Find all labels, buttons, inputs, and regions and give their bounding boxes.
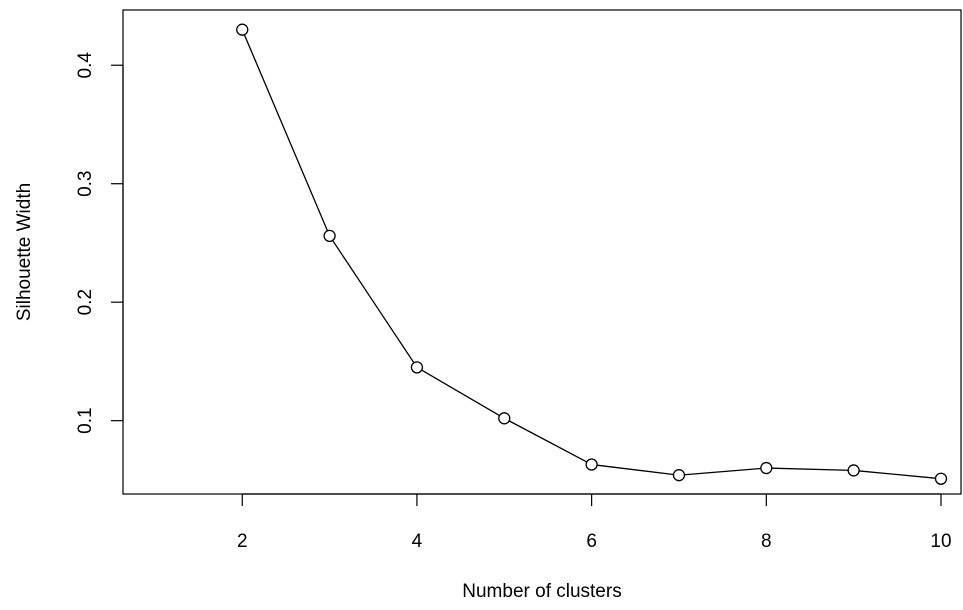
data-point: [847, 464, 860, 477]
data-point: [760, 461, 773, 475]
x-tick-label: 2: [237, 531, 248, 552]
data-point: [934, 472, 948, 485]
series-segment: [421, 369, 500, 417]
x-tick-label: 8: [761, 531, 772, 552]
data-point: [236, 23, 249, 36]
y-tick-label: 0.4: [75, 52, 96, 79]
plot-frame: [122, 9, 962, 495]
x-tick-label: 6: [586, 531, 597, 552]
series-segment: [859, 470, 936, 479]
data-point: [410, 361, 424, 374]
x-tick-label: 4: [412, 531, 423, 552]
series-segment: [508, 420, 588, 463]
x-axis: 2 4 6 8 10: [237, 493, 952, 552]
series-segment: [771, 467, 849, 471]
data-point: [323, 229, 336, 242]
data-point: [672, 469, 686, 482]
y-tick-label: 0.2: [75, 289, 96, 315]
y-axis: 0.1 0.2 0.3 0.4: [75, 52, 124, 434]
y-tick-label: 0.3: [75, 171, 96, 197]
y-axis-label: Silhouette Width: [14, 183, 35, 321]
series-segment: [684, 467, 761, 476]
x-tick-label: 10: [930, 531, 951, 552]
series-segment: [332, 240, 415, 364]
series-segment: [243, 34, 329, 232]
x-axis-label: Number of clusters: [462, 581, 621, 602]
series-segment: [597, 464, 674, 476]
series-line-group: [243, 34, 936, 479]
series-points-group: [236, 23, 948, 485]
data-point: [585, 458, 598, 471]
data-point: [498, 412, 511, 425]
y-tick-label: 0.1: [75, 407, 96, 433]
